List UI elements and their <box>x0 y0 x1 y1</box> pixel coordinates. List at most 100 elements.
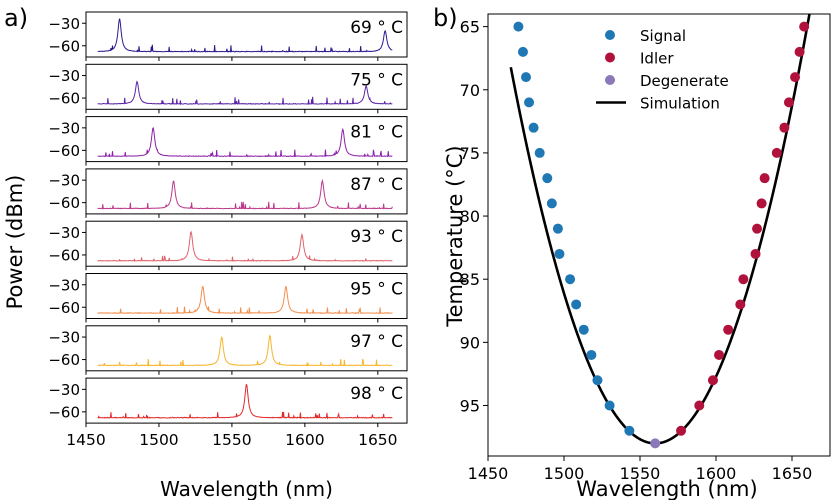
spectrum-trace <box>97 383 393 420</box>
y-tick-label: −30 <box>48 15 80 33</box>
signal-point <box>586 349 597 360</box>
spectrum-trace <box>97 230 393 262</box>
y-tick-label: 85 <box>460 270 480 289</box>
temperature-label: 69 ° C <box>350 18 403 38</box>
panel-label-b: b) <box>433 4 458 32</box>
x-tick-label: 1550 <box>212 431 251 449</box>
x-axis-label-b: Wavelength (nm) <box>576 477 757 500</box>
idler-point <box>756 198 767 209</box>
legend-entry: Simulation <box>640 95 720 113</box>
x-tick-label: 1450 <box>66 431 105 449</box>
idler-point <box>723 324 734 335</box>
idler-point <box>750 248 761 259</box>
x-tick-label: 1650 <box>358 431 397 449</box>
y-tick-label: −30 <box>48 381 80 399</box>
spectrum-trace <box>97 18 393 53</box>
signal-point <box>554 248 565 259</box>
spectrum-panel: −30 −60 97 ° C <box>48 325 408 375</box>
idler-point <box>707 375 718 386</box>
idler-point <box>771 147 782 158</box>
spectrum-trace <box>97 285 393 315</box>
y-tick-label: −60 <box>48 90 80 108</box>
legend-swatch <box>605 30 615 40</box>
x-tick-label: 1600 <box>696 464 737 483</box>
spectrum-panel: −30 −60 95 ° C <box>48 273 408 323</box>
panel-label-a: a) <box>4 4 28 32</box>
temperature-label: 95 ° C <box>350 280 403 300</box>
idler-point <box>759 173 770 184</box>
signal-point <box>571 299 582 310</box>
idler-point <box>714 349 725 360</box>
spectrum-panel: −30 −60 98 ° C <box>48 377 408 428</box>
panel-frame <box>85 63 408 110</box>
temperature-label: 87 ° C <box>350 175 403 195</box>
signal-point <box>521 72 531 83</box>
y-tick-label: −30 <box>48 329 80 347</box>
y-tick-label: 90 <box>460 333 480 352</box>
panel-frame <box>85 325 408 372</box>
y-tick-label: −60 <box>48 299 80 317</box>
signal-point <box>578 324 589 335</box>
y-tick-label: −30 <box>48 276 80 294</box>
y-tick-label: −60 <box>48 194 80 212</box>
signal-point <box>513 21 524 32</box>
y-tick-label: −30 <box>48 119 80 137</box>
signal-point <box>552 223 563 234</box>
y-tick-label: −30 <box>48 67 80 85</box>
temperature-label: 98 ° C <box>350 384 403 404</box>
idler-point <box>799 21 810 32</box>
panel-frame <box>85 168 408 215</box>
temperature-label: 81 ° C <box>350 123 403 143</box>
spectrum-trace <box>97 334 393 368</box>
y-tick-label: −60 <box>48 37 80 55</box>
x-tick-label: 1600 <box>285 431 324 449</box>
y-tick-label: 75 <box>460 144 480 163</box>
panel-frame <box>85 377 408 424</box>
degenerate-point <box>650 438 661 449</box>
legend-entry: Degenerate <box>640 72 729 90</box>
signal-point <box>604 400 615 411</box>
spectrum-trace <box>97 80 393 106</box>
spectrum-panel: −30 −60 69 ° C <box>48 11 408 61</box>
idler-point <box>738 274 749 285</box>
y-tick-label: 80 <box>460 207 480 226</box>
legend-swatch <box>605 75 615 85</box>
signal-point <box>592 375 603 386</box>
x-tick-label: 1500 <box>544 464 585 483</box>
spectrum-panel: −30 −60 87 ° C <box>48 168 408 218</box>
x-tick-label: 1450 <box>468 464 509 483</box>
legend: Signal Idler Degenerate Simulation <box>596 27 729 113</box>
idler-point <box>752 223 763 234</box>
y-tick-label: −30 <box>48 172 80 190</box>
legend-swatch <box>605 52 615 63</box>
signal-point <box>565 274 576 285</box>
spectrum-panel: −30 −60 81 ° C <box>48 116 408 166</box>
temperature-label: 75 ° C <box>350 70 403 90</box>
y-tick-label: 65 <box>460 18 480 37</box>
y-tick-label: −60 <box>48 403 80 421</box>
spectrum-panel: −30 −60 93 ° C <box>48 220 408 271</box>
idler-point <box>783 97 794 108</box>
x-axis-label-a: Wavelength (nm) <box>160 477 333 500</box>
idler-point <box>676 425 687 436</box>
legend-entry: Idler <box>640 50 674 68</box>
y-axis-label-a: Power (dBm) <box>3 175 27 310</box>
signal-point <box>524 97 535 108</box>
panel-frame <box>85 11 408 58</box>
signal-point <box>624 425 635 436</box>
signal-point <box>542 173 553 184</box>
legend-entry: Signal <box>640 27 686 45</box>
y-tick-label: 70 <box>460 81 480 100</box>
idler-point <box>779 122 790 133</box>
spectrum-trace <box>97 127 393 158</box>
spectrum-trace <box>97 178 393 210</box>
signal-point <box>534 147 545 158</box>
idler-point <box>735 299 746 310</box>
signal-point <box>528 122 539 133</box>
panel-frame <box>85 273 408 319</box>
idler-point <box>790 72 801 83</box>
x-tick-label: 1500 <box>139 431 178 449</box>
spectrum-panel: −30 −60 75 ° C <box>48 63 408 114</box>
temperature-label: 97 ° C <box>350 332 403 352</box>
